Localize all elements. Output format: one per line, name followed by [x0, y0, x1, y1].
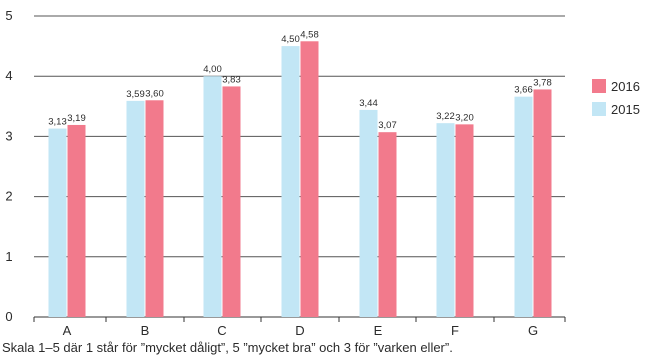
data-label-2016: 3,78 — [533, 77, 552, 88]
legend-label-2016: 2016 — [611, 79, 640, 94]
data-label-2016: 3,83 — [222, 74, 241, 85]
data-label-2016: 4,58 — [300, 29, 319, 40]
chart-caption: Skala 1–5 där 1 står för ”mycket dåligt”… — [2, 340, 453, 355]
data-label-2016: 3,20 — [455, 112, 474, 123]
data-label-2016: 3,07 — [378, 120, 397, 131]
x-tick-label: G — [528, 323, 538, 338]
x-tick-label: B — [141, 323, 150, 338]
legend-swatch-2016 — [592, 79, 606, 93]
bar-2016 — [378, 132, 397, 317]
bar-2015 — [436, 123, 455, 317]
data-label-2016: 3,60 — [145, 88, 164, 99]
bar-2016 — [145, 100, 164, 317]
data-label-2015: 3,22 — [436, 111, 455, 122]
legend-swatch-2015 — [592, 102, 606, 116]
data-label-2016: 3,19 — [67, 113, 86, 124]
y-tick-label: 5 — [5, 8, 12, 23]
data-label-2015: 3,13 — [48, 117, 67, 128]
bar-2015 — [48, 128, 67, 317]
x-tick-label: F — [451, 323, 459, 338]
y-tick-label: 3 — [5, 128, 12, 143]
bar-2016 — [533, 89, 552, 317]
y-tick-label: 1 — [5, 249, 12, 264]
data-label-2015: 3,66 — [514, 85, 533, 96]
bar-2015 — [359, 109, 378, 317]
x-tick-label: A — [63, 323, 72, 338]
data-label-2015: 3,59 — [126, 89, 145, 100]
y-tick-label: 4 — [5, 68, 12, 83]
x-tick-label: E — [374, 323, 383, 338]
data-label-2015: 4,00 — [203, 64, 222, 75]
bar-2016 — [300, 41, 319, 318]
bar-2015 — [203, 76, 222, 317]
y-tick-label: 0 — [5, 309, 12, 324]
x-tick-label: C — [217, 323, 226, 338]
y-tick-label: 2 — [5, 189, 12, 204]
x-tick-label: D — [295, 323, 304, 338]
bar-2016 — [222, 86, 241, 318]
bar-2016 — [67, 124, 86, 317]
bar-2015 — [514, 96, 533, 317]
data-label-2015: 4,50 — [281, 34, 300, 45]
bar-2015 — [126, 100, 145, 317]
data-label-2015: 3,44 — [359, 98, 378, 109]
bar-2015 — [281, 46, 300, 317]
legend-label-2015: 2015 — [611, 102, 640, 117]
bar-2016 — [455, 124, 474, 317]
